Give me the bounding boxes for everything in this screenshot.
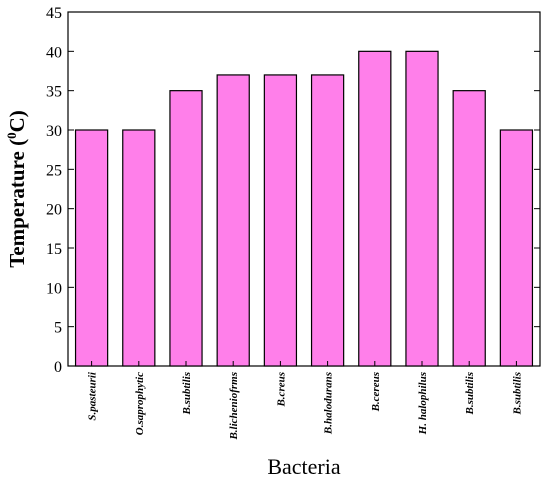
bar-2 (122, 129, 156, 367)
y-tick-label: 15 (46, 241, 62, 258)
y-tick-label: 35 (46, 84, 62, 101)
x-axis-ticks: S.pasteurii O.saprophytic B.subtilis B.lich… (87, 361, 523, 441)
bar-5 (263, 74, 298, 367)
y-tick-label: 25 (46, 162, 62, 179)
y-tick-label: 30 (46, 123, 62, 140)
x-axis-title: Bacteria (267, 454, 341, 479)
bar-8 (405, 50, 439, 367)
x-tick-label: B.subtilis (464, 372, 476, 416)
bar-3 (169, 90, 203, 367)
x-tick-label: B.creus (275, 372, 287, 408)
x-tick-label: H. halophilus (417, 372, 429, 435)
x-tick-label: B.subtilis (511, 372, 523, 416)
y-tick-label: 40 (46, 44, 62, 61)
bar-1 (74, 129, 109, 367)
bar-10 (499, 129, 534, 367)
y-tick-label: 5 (54, 320, 62, 337)
x-tick-label: B.halodurans (323, 372, 335, 435)
y-tick-label: 45 (46, 5, 62, 22)
bar-4 (216, 74, 250, 367)
bar-7 (358, 50, 392, 367)
plot-frame (67, 11, 541, 367)
x-tick-label: O.saprophytic (134, 372, 146, 435)
x-tick-label: S.pasteurii (87, 371, 99, 421)
y-axis-title: Temperature (0C) (4, 110, 29, 268)
y-axis-title-main: Temperature ( (5, 139, 29, 268)
y-axis-title-superscript: 0 (4, 132, 19, 139)
y-tick-label: 20 (46, 202, 62, 219)
y-axis-ticks: 0 5 10 15 20 25 30 35 40 45 (46, 5, 540, 376)
y-tick-label: 10 (46, 280, 62, 297)
y-tick-label: 0 (54, 359, 62, 376)
bars-group (74, 50, 534, 367)
bar-9 (452, 90, 486, 367)
y-axis-title-unit: C) (5, 110, 29, 132)
x-tick-label: B.licheniofrms (228, 372, 240, 441)
x-tick-label: B.cereus (370, 372, 382, 412)
x-tick-label: B.subtilis (181, 372, 193, 416)
bar-6 (310, 74, 345, 367)
